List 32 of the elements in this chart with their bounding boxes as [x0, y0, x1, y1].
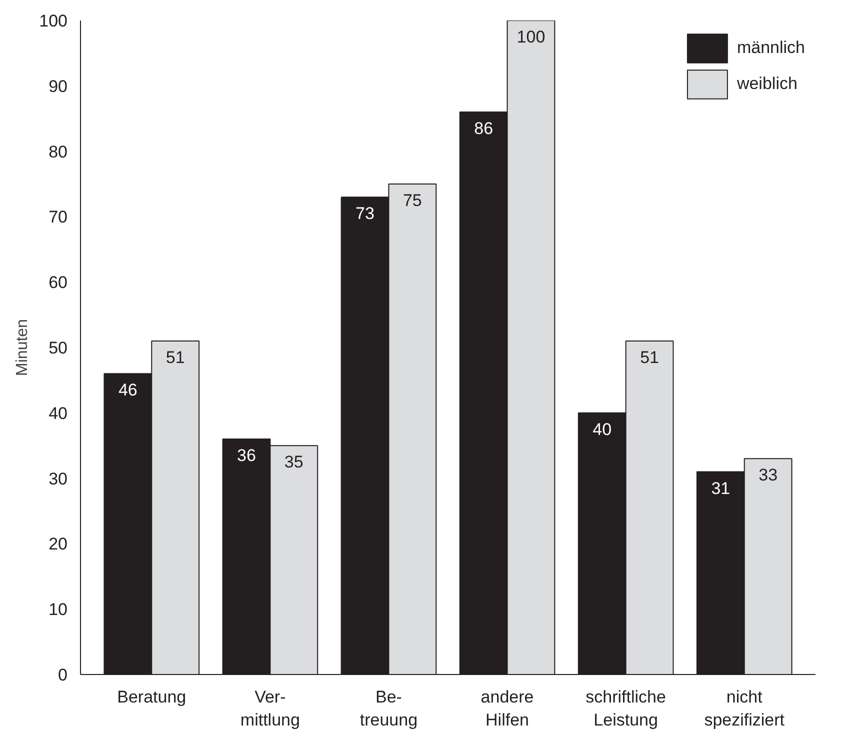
y-axis-title: Minuten — [14, 319, 32, 376]
legend-label: weiblich — [736, 74, 798, 94]
data-label: 51 — [166, 348, 185, 367]
y-tick-label: 0 — [58, 666, 68, 684]
x-tick-label: Ver- mittlung — [240, 688, 300, 730]
data-label: 46 — [118, 380, 138, 400]
legend-label: männlich — [736, 38, 805, 58]
x-tick-label: Be- treuung — [360, 688, 418, 730]
y-tick-label: 20 — [48, 534, 68, 554]
y-tick-label: 70 — [48, 208, 68, 227]
y-tick-label: 10 — [48, 600, 68, 620]
x-tick-label: Beratung — [117, 688, 186, 706]
data-label: 31 — [711, 478, 730, 498]
x-tick-label: andere Hilfen — [480, 688, 534, 730]
y-tick-label: 50 — [48, 338, 68, 358]
data-label: 75 — [402, 191, 422, 210]
x-tick-label: nicht spezifiziert — [704, 688, 785, 730]
data-label: 100 — [516, 28, 546, 46]
y-tick-label: 80 — [48, 142, 68, 162]
data-label: 73 — [356, 204, 374, 224]
y-tick-label: 90 — [48, 76, 68, 96]
y-tick-label: 40 — [48, 404, 68, 423]
x-tick-label: schriftliche Leistung — [586, 688, 666, 730]
y-tick-label: 60 — [48, 273, 68, 292]
data-label: 86 — [474, 119, 494, 138]
data-label: 51 — [640, 348, 659, 367]
data-label: 33 — [758, 466, 778, 485]
y-tick-label: 30 — [48, 469, 68, 488]
data-label: 40 — [592, 420, 612, 439]
data-label: 36 — [237, 446, 256, 466]
data-label: 35 — [284, 452, 304, 472]
y-tick-label: 100 — [39, 12, 68, 30]
